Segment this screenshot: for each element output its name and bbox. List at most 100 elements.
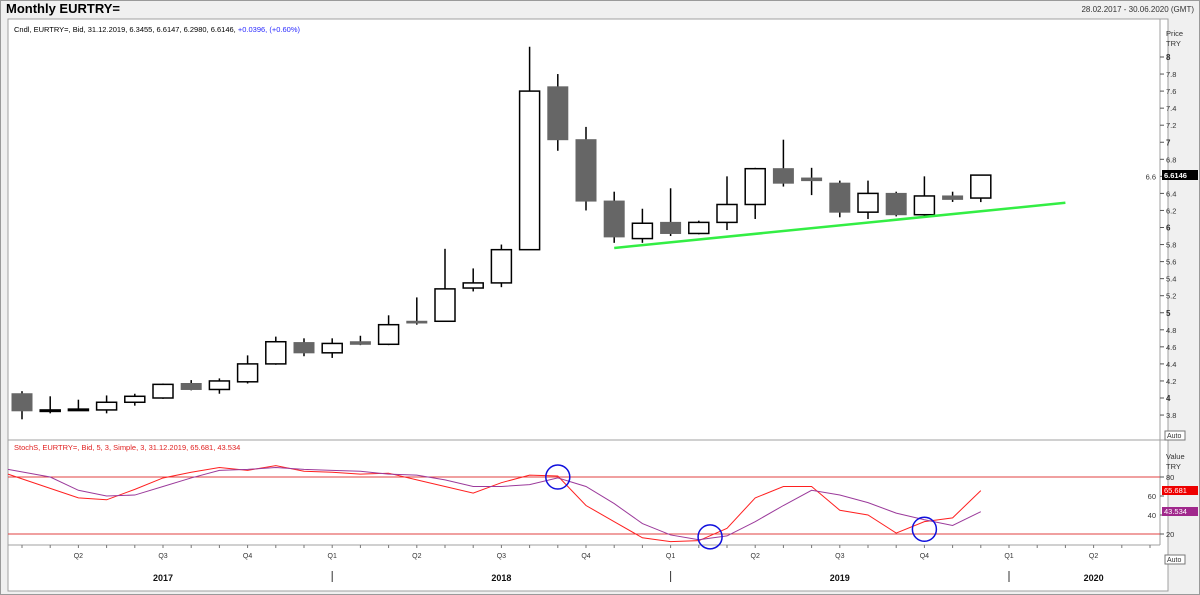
candle[interactable] [857,180,879,219]
price-tick-label: 5.4 [1166,275,1176,284]
stoch-d-line [7,466,982,541]
candle[interactable] [236,355,259,384]
candle-body-up [913,195,936,216]
price-tick-label: 8 [1166,53,1171,62]
candle-body-down [829,182,851,213]
candle-body-down [180,383,202,390]
candle-body-up [152,383,174,399]
stoch-auto-label: Auto [1167,557,1182,564]
candle[interactable] [660,188,682,237]
candle[interactable] [970,174,992,203]
stoch-tick-label: 40 [1148,511,1156,520]
candle[interactable] [406,297,428,325]
candle-body-down [801,177,823,182]
candle[interactable] [490,244,513,288]
price-axis-title: Price [1166,29,1183,38]
candle-body-down [942,195,964,200]
candle[interactable] [180,380,202,391]
quarter-label: Q2 [751,553,760,560]
candle[interactable] [772,139,794,187]
quarter-label: Q4 [243,553,252,560]
price-auto-button[interactable] [1164,430,1186,441]
stoch-tick-label: 60 [1148,492,1156,501]
candle-body-up [970,174,992,199]
quarter-label: Q2 [74,553,83,560]
candle[interactable] [716,176,738,231]
candle[interactable] [434,248,456,323]
candle[interactable] [603,191,625,243]
quarter-label: Q1 [1004,553,1013,560]
candle-body-down [772,168,794,184]
quarter-label: Q2 [1089,553,1098,560]
chart-area [7,18,1169,592]
highlight-circle [545,464,571,490]
stoch-k-tag [1162,486,1198,495]
candle[interactable] [349,335,371,346]
candle[interactable] [11,391,33,420]
candle[interactable] [913,176,936,217]
stoch-d-label: 43.534 [1164,507,1187,516]
candle[interactable] [152,383,174,399]
chart-title: Monthly EURTRY= [6,1,120,16]
price-tick-label: 5.8 [1166,241,1176,250]
candle[interactable] [95,395,118,414]
quarter-label: Q1 [666,553,675,560]
candle[interactable] [321,338,343,358]
quarter-label: Q3 [835,553,844,560]
last-price-tag [1162,170,1198,180]
candle[interactable] [67,399,90,412]
candle-body-down [547,86,569,141]
stoch-auto-button[interactable] [1164,554,1186,565]
candle-body-up [236,363,259,383]
candle-body-down [575,139,597,202]
candle[interactable] [885,191,907,217]
candle[interactable] [575,126,597,211]
candle[interactable] [688,220,710,235]
quarter-label: Q1 [328,553,337,560]
price-tick-label: 7 [1166,138,1171,147]
main-legend: Cndl, EURTRY=, Bid, 31.12.2019, 6.3455, … [14,25,300,34]
candle[interactable] [462,268,484,292]
candle-body-down [603,200,625,238]
candle[interactable] [942,191,964,202]
price-tick-label: 5 [1166,309,1171,318]
trendline[interactable] [614,201,1066,250]
candle-body-up [490,248,513,284]
candle-body-up [518,90,541,251]
candle-body-up [631,222,654,240]
price-tick-label: 4.4 [1166,360,1176,369]
year-label: 2020 [1084,573,1104,583]
candle[interactable] [377,315,400,346]
stoch-axis-title: Value [1166,452,1185,461]
quarter-label: Q4 [581,553,590,560]
price-tick-label: 4 [1166,394,1171,403]
candle[interactable] [518,46,541,251]
candle[interactable] [801,167,823,196]
price-tick-label: 5.2 [1166,292,1176,301]
stoch-axis-unit: TRY [1166,462,1181,471]
candle-body-up [265,340,287,365]
candle[interactable] [631,208,654,243]
price-tick-label: 6.2 [1166,206,1176,215]
candle[interactable] [265,336,287,365]
candle[interactable] [208,378,231,394]
candle-body-down [349,341,371,345]
candle[interactable] [124,393,146,406]
candle[interactable] [829,180,851,218]
candle-body-down [11,393,33,412]
candle[interactable] [293,338,315,357]
candle-body-up [208,380,231,391]
candle-body-up [744,167,766,206]
stoch-k-line [7,465,982,543]
candle-body-down [660,221,682,234]
candle-body-up [857,192,879,213]
candle[interactable] [39,396,61,414]
candle-body-up [39,409,61,413]
candle-body-up [716,203,738,224]
candle[interactable] [744,167,766,219]
candle-body-up [377,323,400,346]
highlight-circle [911,516,938,542]
date-range: 28.02.2017 - 30.06.2020 (GMT) [1081,5,1194,14]
candle[interactable] [547,74,569,151]
